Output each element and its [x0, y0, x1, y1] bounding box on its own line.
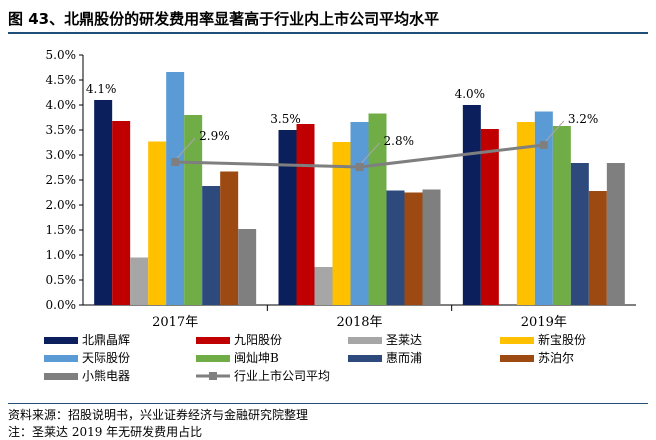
average-line-marker — [171, 158, 180, 166]
average-data-label: 2.9% — [199, 129, 230, 143]
bar — [296, 124, 315, 305]
bar — [94, 100, 113, 305]
y-tick-label: 1.0% — [46, 248, 77, 262]
bar — [368, 113, 387, 305]
bar — [350, 122, 369, 305]
bar — [130, 257, 149, 305]
bar — [570, 163, 589, 305]
bar — [148, 141, 167, 305]
legend-label: 新宝股份 — [538, 332, 586, 347]
x-tick-label: 2017年 — [152, 315, 198, 330]
y-tick-label: 0.5% — [46, 273, 77, 287]
source-note: 资料来源：招股说明书，兴业证券经济与金融研究院整理 — [8, 403, 648, 423]
legend-swatch — [500, 355, 534, 362]
legend-swatch — [348, 337, 382, 344]
bar — [534, 111, 553, 305]
footnote: 注：圣莱达 2019 年无研发费用占比 — [8, 425, 203, 439]
bar — [386, 190, 405, 305]
y-tick-label: 1.5% — [46, 223, 77, 237]
bar — [480, 129, 499, 305]
legend-label: 九阳股份 — [234, 333, 282, 347]
legend-label: 圣莱达 — [386, 333, 422, 347]
average-label-leader — [545, 120, 565, 142]
average-line-marker — [355, 163, 364, 171]
legend-swatch — [44, 337, 78, 344]
bar — [552, 126, 571, 305]
legend-label: 惠而浦 — [386, 351, 422, 365]
y-tick-label: 2.0% — [46, 198, 77, 212]
bar — [606, 163, 625, 305]
legend-swatch — [44, 373, 78, 380]
legend-label: 小熊电器 — [82, 368, 130, 383]
y-tick-label: 3.5% — [46, 123, 77, 137]
legend-line-marker — [209, 372, 217, 380]
bar — [516, 122, 535, 305]
bar-data-label: 4.0% — [455, 87, 486, 101]
bar — [314, 267, 333, 305]
bar — [332, 142, 351, 305]
average-data-label: 2.8% — [384, 134, 415, 148]
legend-swatch — [500, 337, 534, 344]
bar — [202, 186, 221, 305]
legend-swatch — [196, 355, 230, 362]
bar — [166, 72, 185, 305]
y-tick-label: 3.0% — [46, 148, 77, 162]
bar — [422, 189, 441, 305]
y-tick-label: 4.5% — [46, 73, 77, 87]
y-tick-label: 2.5% — [46, 173, 77, 187]
legend-label: 苏泊尔 — [538, 350, 574, 365]
bar — [238, 229, 257, 305]
bar — [588, 191, 607, 305]
legend-swatch — [44, 355, 78, 362]
bar — [278, 130, 297, 305]
legend-swatch — [348, 355, 382, 362]
bar-line-chart: 0.0% 0.5% 1.0% 1.5% 2.0% 2.5% 3.0% 3.5% 4.0% 4.5%… — [44, 48, 636, 383]
y-tick-label: 4.0% — [46, 98, 77, 112]
average-data-label: 3.2% — [568, 112, 599, 126]
bar — [112, 121, 131, 305]
bar — [462, 105, 481, 305]
bar-data-label: 4.1% — [86, 82, 117, 96]
bar — [220, 171, 239, 305]
legend-label: 闽灿坤B — [234, 350, 279, 365]
legend-swatch — [196, 337, 230, 344]
x-tick-label: 2018年 — [336, 315, 382, 330]
average-line-marker — [539, 141, 548, 149]
bar — [404, 192, 423, 305]
y-tick-label: 0.0% — [46, 298, 77, 312]
legend-label: 北鼎晶辉 — [82, 333, 130, 347]
legend-label: 天际股份 — [82, 351, 130, 365]
bar-data-label: 3.5% — [270, 112, 301, 126]
x-tick-label: 2019年 — [521, 315, 567, 330]
average-label-leader — [176, 137, 196, 159]
bar — [184, 115, 203, 305]
legend-label: 行业上市公司平均 — [234, 368, 330, 383]
average-label-leader — [361, 142, 380, 164]
y-tick-label: 5.0% — [46, 48, 77, 62]
chart-title: 图 43、北鼎股份的研发费用率显著高于行业内上市公司平均水平 — [8, 6, 648, 34]
